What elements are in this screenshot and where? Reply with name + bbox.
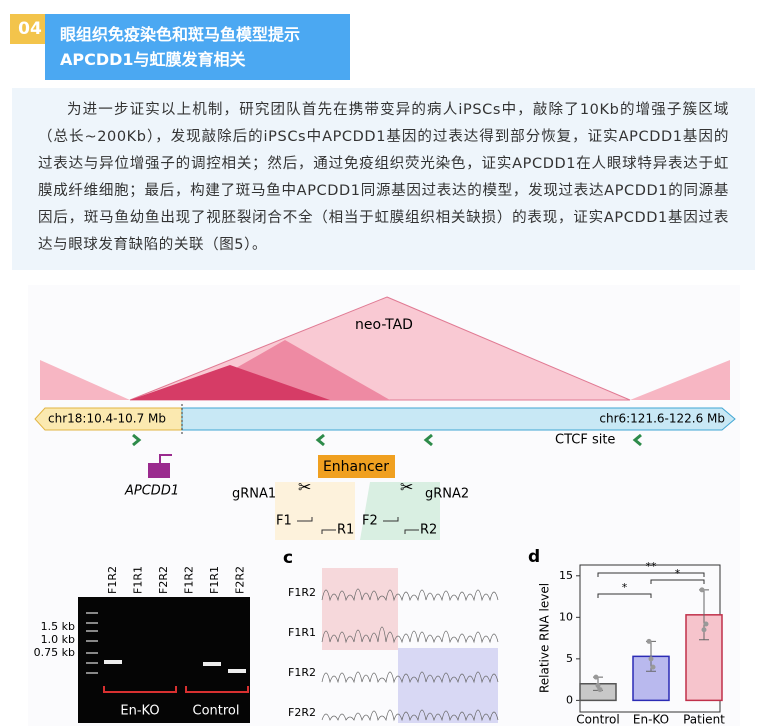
grna-label: gRNA2 <box>425 487 469 502</box>
lane-label: F1R1 <box>208 566 221 594</box>
row-label: F1R2 <box>288 586 316 599</box>
sig-bracket <box>650 579 705 584</box>
primer: R2 <box>420 523 437 538</box>
y-tick-label: 0 <box>566 693 573 706</box>
chr-right <box>181 407 736 431</box>
bands <box>104 660 246 673</box>
grna-label: gRNA1 <box>232 487 276 502</box>
traces <box>321 588 499 722</box>
gene-label: APCDD1 <box>124 484 179 499</box>
title: 眼组织免疫染色和斑马鱼模型提示 APCDD1与虹膜发育相关 <box>45 14 350 80</box>
highlight <box>398 648 498 723</box>
highlight <box>322 568 398 650</box>
sig-label: ** <box>646 560 658 573</box>
size-label: 0.75 kb <box>34 646 75 659</box>
ctcf-label: CTCF site <box>555 433 615 448</box>
paragraph: 为进一步证实以上机制，研究团队首先在携带变异的病人iPSCs中，敲除了10Kb的… <box>12 88 755 270</box>
point <box>595 682 601 688</box>
primer: F2 <box>362 514 378 529</box>
row-label: F1R2 <box>288 666 316 679</box>
point <box>646 638 652 644</box>
primer: R1 <box>337 523 354 538</box>
ctcf-sites <box>132 433 642 447</box>
x-tick-label: Control <box>576 713 619 726</box>
scissors: ✂ <box>298 478 311 497</box>
primer: F1 <box>276 514 292 529</box>
y-tick-label: 10 <box>559 610 573 623</box>
sig-label: * <box>622 581 628 594</box>
lane-label: F1R1 <box>132 566 145 594</box>
tad <box>40 296 730 401</box>
sig-bracket <box>597 593 652 598</box>
size-label: 1.5 kb <box>41 620 75 633</box>
x-tick-label: Patient <box>683 713 725 726</box>
point <box>648 656 654 662</box>
point <box>650 664 656 670</box>
y-axis-label: Relative RNA level <box>538 583 552 693</box>
title-line: 眼组织免疫染色和斑马鱼模型提示 <box>60 25 301 44</box>
group-label: En-KO <box>120 704 159 719</box>
badge: 04 <box>10 14 50 44</box>
group-label: Control <box>193 704 240 719</box>
y-tick-label: 15 <box>559 569 573 582</box>
scissors: ✂ <box>400 478 413 497</box>
gene-box <box>148 463 170 478</box>
ladder <box>86 612 98 674</box>
lane-label: F2R2 <box>157 566 170 594</box>
point <box>597 687 603 693</box>
region <box>275 482 355 540</box>
x-tick-label: En-KO <box>633 713 669 726</box>
lane-label: F2R2 <box>234 566 247 594</box>
panel-label: d <box>528 547 540 567</box>
point <box>703 621 709 627</box>
y-tick-label: 5 <box>566 652 573 665</box>
enhancer-label: Enhancer <box>323 459 389 475</box>
title-line: APCDD1与虹膜发育相关 <box>60 50 246 69</box>
tad-label: neo-TAD <box>355 317 413 333</box>
sig-bracket <box>597 572 705 577</box>
point <box>701 627 707 633</box>
panel-label: c <box>283 548 293 568</box>
point <box>593 674 599 680</box>
enhancer-box <box>318 455 395 478</box>
size-label: 1.0 kb <box>41 633 75 646</box>
chr-label: chr6:121.6-122.6 Mb <box>599 412 725 426</box>
row-label: F2R2 <box>288 706 316 719</box>
point <box>699 587 705 593</box>
chr-label: chr18:10.4-10.7 Mb <box>48 412 166 426</box>
lane-label: F1R2 <box>183 566 196 594</box>
region <box>360 482 440 540</box>
row-label: F1R1 <box>288 626 316 639</box>
lane-label: F1R2 <box>106 566 119 594</box>
